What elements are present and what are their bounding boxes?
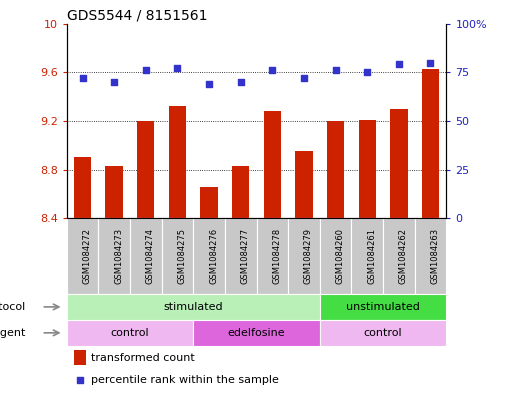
Bar (415, 218, 446, 294)
Bar (106, 166, 123, 218)
Bar (137, 121, 154, 218)
Bar (193, 320, 320, 346)
Point (205, 81, 213, 87)
Point (426, 59, 435, 66)
Text: control: control (111, 328, 149, 338)
Text: stimulated: stimulated (164, 302, 223, 312)
Bar (232, 166, 249, 218)
Bar (201, 187, 218, 218)
Text: control: control (364, 328, 402, 338)
Bar (288, 218, 320, 294)
Bar (67, 218, 98, 294)
Point (331, 67, 340, 73)
Bar (390, 109, 407, 218)
Text: GSM1084274: GSM1084274 (146, 228, 155, 284)
Bar (74, 157, 91, 218)
Text: GSM1084275: GSM1084275 (177, 228, 186, 284)
Point (300, 75, 308, 81)
Bar (422, 69, 439, 218)
Bar (295, 151, 312, 218)
Point (268, 67, 277, 73)
Text: GSM1084276: GSM1084276 (209, 228, 218, 284)
Bar (256, 218, 288, 294)
Point (236, 79, 245, 85)
Text: GSM1084261: GSM1084261 (367, 228, 376, 284)
Bar (359, 120, 376, 218)
Point (110, 79, 118, 85)
Point (76, 376, 84, 383)
Bar (130, 218, 162, 294)
Text: GDS5544 / 8151561: GDS5544 / 8151561 (67, 8, 207, 22)
Bar (225, 218, 256, 294)
Text: GSM1084263: GSM1084263 (430, 228, 440, 284)
Point (173, 65, 182, 72)
Point (78, 75, 87, 81)
Bar (74, 350, 86, 365)
Text: GSM1084273: GSM1084273 (114, 228, 123, 284)
Text: percentile rank within the sample: percentile rank within the sample (91, 375, 279, 385)
Text: protocol: protocol (0, 302, 26, 312)
Point (394, 61, 403, 68)
Text: GSM1084262: GSM1084262 (399, 228, 408, 284)
Text: transformed count: transformed count (91, 353, 195, 363)
Text: agent: agent (0, 328, 26, 338)
Bar (264, 111, 281, 218)
Text: GSM1084260: GSM1084260 (336, 228, 345, 284)
Text: GSM1084277: GSM1084277 (241, 228, 250, 284)
Bar (162, 218, 193, 294)
Bar (67, 320, 193, 346)
Text: GSM1084279: GSM1084279 (304, 228, 313, 284)
Bar (383, 218, 415, 294)
Point (363, 69, 371, 75)
Bar (169, 106, 186, 218)
Point (142, 67, 150, 73)
Text: unstimulated: unstimulated (346, 302, 420, 312)
Text: edelfosine: edelfosine (228, 328, 285, 338)
Bar (320, 294, 446, 320)
Bar (67, 294, 320, 320)
Text: GSM1084272: GSM1084272 (83, 228, 91, 284)
Bar (320, 218, 351, 294)
Text: GSM1084278: GSM1084278 (272, 228, 281, 284)
Bar (193, 218, 225, 294)
Bar (98, 218, 130, 294)
Bar (320, 320, 446, 346)
Bar (327, 121, 344, 218)
Bar (351, 218, 383, 294)
